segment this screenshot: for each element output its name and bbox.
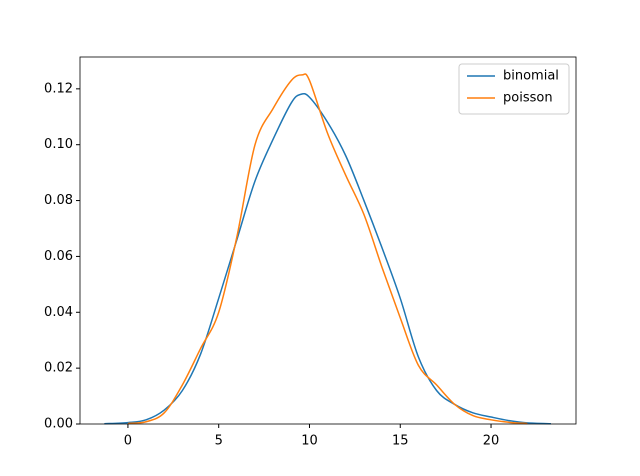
y-tick-label: 0.10: [44, 137, 73, 152]
axes-frame: [79, 56, 577, 425]
legend-label: binomial: [503, 69, 559, 84]
x-tick-label: 20: [483, 434, 500, 449]
x-tick-label: 5: [215, 434, 223, 449]
series-line: [127, 73, 528, 425]
y-tick-label: 0.04: [44, 305, 73, 320]
y-tick-label: 0.02: [44, 361, 73, 376]
y-tick-label: 0.12: [44, 81, 73, 96]
legend-label: poisson: [503, 91, 553, 106]
series-line: [104, 92, 551, 425]
x-tick-label: 0: [124, 434, 132, 449]
y-tick-label: 0.00: [44, 417, 73, 432]
x-tick-label: 10: [301, 434, 318, 449]
x-tick-label: 15: [392, 434, 409, 449]
y-tick-label: 0.08: [44, 193, 73, 208]
y-tick-label: 0.06: [44, 249, 73, 264]
